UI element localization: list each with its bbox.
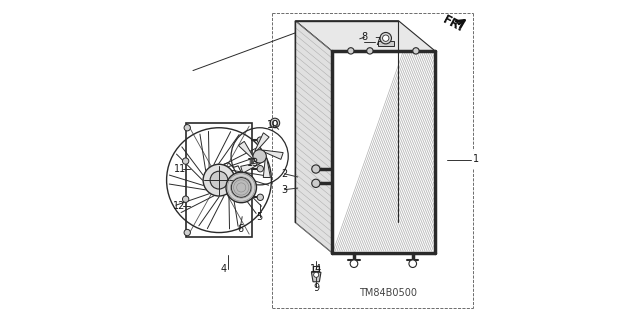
- Circle shape: [226, 172, 257, 203]
- Text: 4: 4: [220, 264, 226, 274]
- Circle shape: [348, 48, 354, 54]
- Circle shape: [380, 33, 392, 44]
- Text: 2: 2: [282, 169, 287, 179]
- Polygon shape: [263, 158, 271, 178]
- Circle shape: [184, 124, 191, 131]
- Circle shape: [383, 35, 389, 41]
- Circle shape: [257, 166, 264, 172]
- Circle shape: [273, 121, 278, 125]
- Circle shape: [367, 48, 373, 54]
- Circle shape: [210, 171, 228, 189]
- Circle shape: [184, 229, 191, 236]
- Text: 1: 1: [473, 154, 479, 165]
- Text: 5: 5: [257, 212, 263, 222]
- Text: 11: 11: [173, 164, 186, 174]
- Circle shape: [314, 272, 319, 277]
- Circle shape: [257, 137, 264, 143]
- Polygon shape: [241, 163, 260, 173]
- Circle shape: [270, 118, 280, 128]
- Text: 9: 9: [313, 283, 319, 293]
- Text: 12: 12: [173, 201, 186, 211]
- Polygon shape: [312, 272, 321, 282]
- Polygon shape: [255, 133, 269, 151]
- Circle shape: [253, 150, 266, 163]
- Circle shape: [413, 48, 419, 54]
- Polygon shape: [378, 41, 394, 46]
- Circle shape: [409, 260, 417, 268]
- Text: 10: 10: [267, 120, 279, 130]
- Polygon shape: [263, 150, 283, 160]
- Polygon shape: [295, 21, 332, 253]
- Circle shape: [350, 260, 358, 268]
- Polygon shape: [239, 141, 253, 159]
- Text: 13: 13: [247, 158, 259, 168]
- Text: 8: 8: [362, 32, 367, 42]
- Circle shape: [312, 179, 320, 188]
- Text: 6: 6: [237, 224, 243, 234]
- Circle shape: [182, 158, 189, 164]
- Text: 7: 7: [374, 37, 380, 47]
- Circle shape: [231, 178, 251, 197]
- Text: FR.: FR.: [440, 14, 465, 35]
- Text: 14: 14: [310, 264, 323, 274]
- Circle shape: [182, 196, 189, 202]
- Text: 3: 3: [282, 185, 287, 195]
- Text: TM84B0500: TM84B0500: [359, 288, 417, 298]
- Circle shape: [257, 194, 264, 200]
- Circle shape: [203, 164, 235, 196]
- Circle shape: [312, 165, 320, 173]
- Polygon shape: [295, 21, 435, 51]
